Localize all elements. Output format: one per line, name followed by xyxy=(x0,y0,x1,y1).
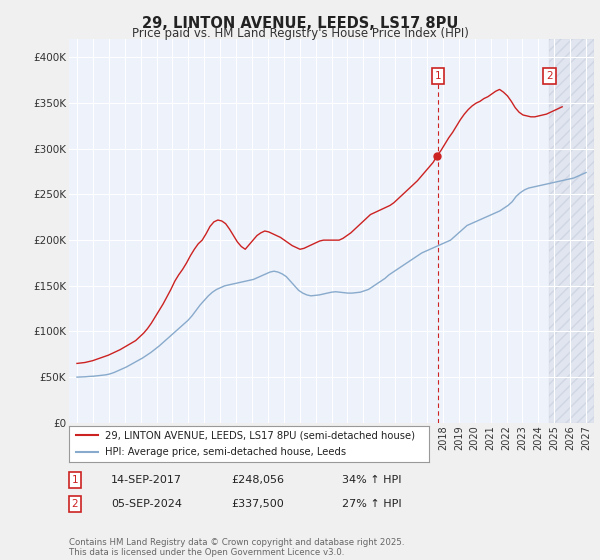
Text: 29, LINTON AVENUE, LEEDS, LS17 8PU (semi-detached house): 29, LINTON AVENUE, LEEDS, LS17 8PU (semi… xyxy=(105,431,415,440)
Text: 27% ↑ HPI: 27% ↑ HPI xyxy=(342,499,401,509)
Text: Price paid vs. HM Land Registry's House Price Index (HPI): Price paid vs. HM Land Registry's House … xyxy=(131,27,469,40)
Text: 05-SEP-2024: 05-SEP-2024 xyxy=(111,499,182,509)
Text: 34% ↑ HPI: 34% ↑ HPI xyxy=(342,475,401,485)
Text: 1: 1 xyxy=(71,475,79,485)
Text: Contains HM Land Registry data © Crown copyright and database right 2025.
This d: Contains HM Land Registry data © Crown c… xyxy=(69,538,404,557)
Bar xyxy=(550,39,594,423)
Text: £337,500: £337,500 xyxy=(231,499,284,509)
Text: 29, LINTON AVENUE, LEEDS, LS17 8PU: 29, LINTON AVENUE, LEEDS, LS17 8PU xyxy=(142,16,458,31)
Text: £248,056: £248,056 xyxy=(231,475,284,485)
Text: 2: 2 xyxy=(71,499,79,509)
Bar xyxy=(550,39,594,423)
Text: 2: 2 xyxy=(546,71,553,81)
Text: 1: 1 xyxy=(435,71,442,81)
Text: 14-SEP-2017: 14-SEP-2017 xyxy=(111,475,182,485)
Text: HPI: Average price, semi-detached house, Leeds: HPI: Average price, semi-detached house,… xyxy=(105,447,346,457)
